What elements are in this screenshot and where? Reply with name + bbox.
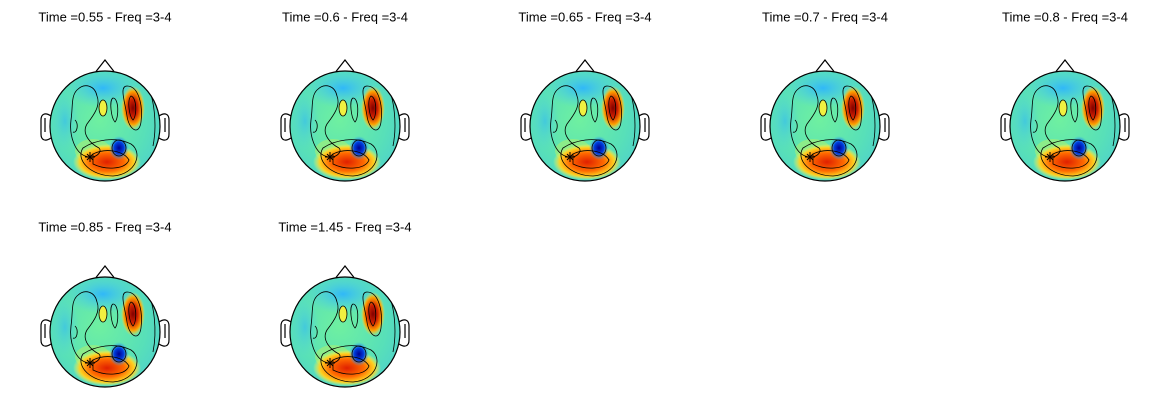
topoplot: [281, 266, 409, 387]
panel-title: Time =0.8 - Freq =3-4: [1002, 9, 1128, 24]
panel-title: Time =0.7 - Freq =3-4: [762, 9, 888, 24]
panel-title: Time =0.85 - Freq =3-4: [38, 219, 171, 234]
panel-title: Time =0.6 - Freq =3-4: [282, 9, 408, 24]
panel-title: Time =1.45 - Freq =3-4: [278, 219, 411, 234]
panel-title: Time =0.55 - Freq =3-4: [38, 9, 171, 24]
panel-title: Time =0.65 - Freq =3-4: [518, 9, 651, 24]
topoplot: [1001, 60, 1129, 181]
topoplot: [761, 60, 889, 181]
topoplot: [41, 266, 169, 387]
topoplot: [521, 60, 649, 181]
topoplot: [281, 60, 409, 181]
topoplot: [41, 60, 169, 181]
